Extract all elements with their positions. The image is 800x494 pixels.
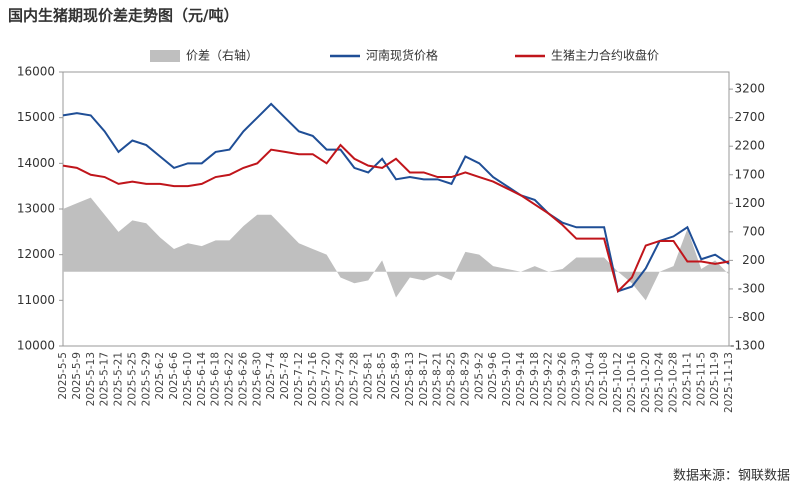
y2-tick-label: 2200 [734, 139, 765, 153]
x-tick-label: 2025-10-20 [640, 352, 652, 413]
x-tick-label: 2025-8-29 [459, 352, 471, 406]
x-tick-label: 2025-9-30 [570, 352, 582, 406]
x-tick-label: 2025-7-4 [265, 352, 277, 400]
y-tick-label: 15000 [17, 110, 55, 124]
x-tick-label: 2025-6-30 [251, 352, 263, 406]
x-tick-label: 2025-5-9 [71, 352, 83, 400]
y-tick-label: 16000 [17, 65, 55, 79]
y2-tick-label: -300 [738, 281, 765, 295]
x-tick-label: 2025-9-2 [473, 352, 485, 400]
x-tick-label: 2025-6-26 [237, 352, 249, 407]
spread-area [63, 197, 729, 301]
x-tick-label: 2025-5-21 [113, 352, 125, 406]
y-tick-label: 14000 [17, 156, 55, 170]
legend-label: 价差（右轴） [186, 48, 258, 63]
x-tick-label: 2025-7-24 [335, 352, 347, 407]
x-tick-label: 2025-9-6 [487, 352, 499, 400]
legend-label: 河南现货价格 [366, 48, 438, 63]
plot-frame [62, 71, 730, 347]
y-tick-label: 10000 [17, 339, 55, 353]
x-tick-label: 2025-6-10 [182, 352, 194, 406]
x-tick-label: 2025-5-17 [99, 352, 111, 406]
x-tick-label: 2025-10-24 [654, 352, 666, 413]
x-tick-label: 2025-10-8 [598, 352, 610, 406]
x-tick-label: 2025-5-25 [126, 352, 138, 406]
x-tick-label: 2025-9-14 [515, 352, 527, 407]
x-tick-label: 2025-10-16 [626, 352, 638, 413]
x-tick-label: 2025-8-1 [362, 352, 374, 400]
x-tick-label: 2025-10-12 [612, 352, 624, 413]
y-tick-label: 11000 [17, 293, 55, 307]
x-tick-label: 2025-5-29 [140, 352, 152, 406]
y-tick-label: 13000 [17, 202, 55, 216]
legend-swatch [150, 50, 180, 62]
x-tick-label: 2025-11-13 [723, 352, 735, 413]
price-line [62, 143, 730, 294]
x-tick-label: 2025-7-20 [321, 352, 333, 406]
y2-tick-label: -1300 [730, 339, 765, 353]
x-tick-label: 2025-9-26 [557, 352, 569, 407]
x-tick-label: 2025-11-9 [709, 352, 721, 406]
x-tick-label: 2025-7-28 [348, 352, 360, 406]
x-tick-label: 2025-6-6 [168, 352, 180, 400]
y-tick-label: 12000 [17, 247, 55, 261]
legend-label: 生猪主力合约收盘价 [551, 48, 659, 63]
x-tick-label: 2025-7-12 [293, 352, 305, 406]
y2-tick-label: 1200 [734, 196, 765, 210]
x-tick-label: 2025-9-10 [501, 352, 513, 406]
x-tick-label: 2025-9-22 [543, 352, 555, 406]
x-tick-label: 2025-5-5 [57, 352, 69, 400]
x-tick-label: 2025-6-18 [210, 352, 222, 406]
source: 数据来源：钢联数据 [673, 469, 790, 484]
x-tick-label: 2025-8-25 [446, 352, 458, 406]
y2-tick-label: 1700 [734, 167, 765, 181]
y2-tick-label: 3200 [734, 82, 765, 96]
y2-tick-label: 2700 [734, 110, 765, 124]
x-tick-label: 2025-8-21 [432, 352, 444, 406]
y2-tick-label: -800 [738, 310, 765, 324]
x-tick-label: 2025-6-22 [224, 352, 236, 406]
y2-tick-label: 700 [742, 224, 765, 238]
x-tick-label: 2025-9-18 [529, 352, 541, 406]
x-tick-label: 2025-7-8 [279, 352, 291, 400]
x-tick-label: 2025-8-9 [390, 352, 402, 400]
x-tick-label: 2025-10-4 [584, 352, 596, 407]
x-tick-label: 2025-5-13 [85, 352, 97, 406]
y2-tick-label: 200 [742, 253, 765, 267]
x-tick-label: 2025-10-28 [668, 352, 680, 413]
x-tick-label: 2025-6-14 [196, 352, 208, 407]
x-tick-label: 2025-11-1 [681, 352, 693, 406]
x-tick-label: 2025-8-17 [418, 352, 430, 406]
x-tick-label: 2025-11-5 [695, 352, 707, 406]
x-tick-label: 2025-7-16 [307, 352, 319, 407]
chart-title: 国内生猪期现价差走势图（元/吨） [8, 7, 238, 25]
x-tick-label: 2025-6-2 [154, 352, 166, 400]
x-tick-label: 2025-8-13 [404, 352, 416, 406]
x-tick-label: 2025-8-5 [376, 352, 388, 400]
